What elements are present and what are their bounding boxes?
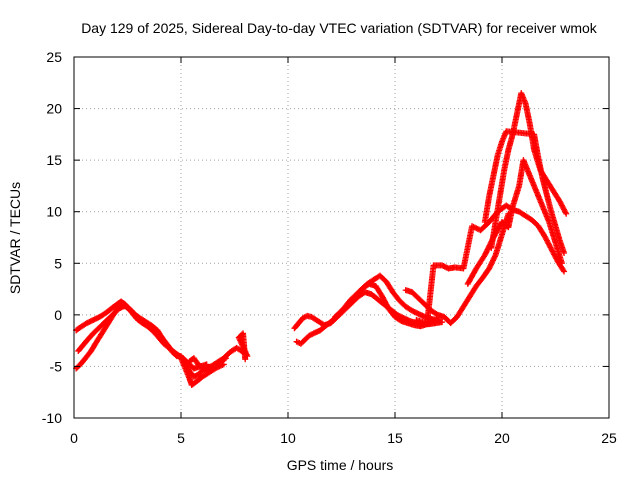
x-axis-label: GPS time / hours <box>287 457 394 473</box>
y-tick-label: 10 <box>46 204 62 220</box>
series-arc-f <box>291 280 443 332</box>
y-axis-ticks: -10 -5 0 5 10 15 20 25 <box>42 49 609 426</box>
data-point <box>484 246 491 253</box>
x-tick-label: 0 <box>70 430 78 446</box>
y-tick-label: -5 <box>50 358 63 374</box>
x-tick-label: 5 <box>177 430 185 446</box>
y-tick-label: -10 <box>42 410 62 426</box>
data-point <box>561 268 568 275</box>
y-axis-label: SDTVAR / TECUs <box>7 182 23 294</box>
plot-border <box>73 56 610 419</box>
series-arc-l <box>481 128 568 256</box>
y-tick-label: 20 <box>46 101 62 117</box>
data-point <box>483 247 490 254</box>
y-tick-label: 25 <box>46 49 62 65</box>
y-tick-label: 5 <box>54 255 62 271</box>
data-point <box>481 252 488 259</box>
data-point <box>483 249 490 256</box>
data-point <box>482 250 489 257</box>
y-tick-label: 0 <box>54 307 62 323</box>
x-tick-label: 25 <box>601 430 617 446</box>
chart-title: Day 129 of 2025, Sidereal Day-to-day VTE… <box>81 20 598 36</box>
x-tick-label: 20 <box>494 430 510 446</box>
data-points <box>73 90 570 388</box>
data-point <box>563 210 570 217</box>
series-arc-j <box>464 157 565 287</box>
x-tick-label: 10 <box>280 430 296 446</box>
x-axis-ticks: 0 5 10 15 20 25 <box>70 57 617 446</box>
series-arc-i <box>413 202 568 327</box>
x-tick-label: 15 <box>387 430 403 446</box>
data-point <box>242 356 249 363</box>
data-point <box>558 260 565 267</box>
series-arc-c <box>75 302 227 388</box>
series-arc-g <box>332 272 441 324</box>
data-point <box>560 267 567 274</box>
y-tick-label: 15 <box>46 152 62 168</box>
data-point <box>561 249 568 256</box>
series-arc-d <box>186 330 251 373</box>
data-point <box>434 317 441 324</box>
data-point <box>220 361 227 368</box>
